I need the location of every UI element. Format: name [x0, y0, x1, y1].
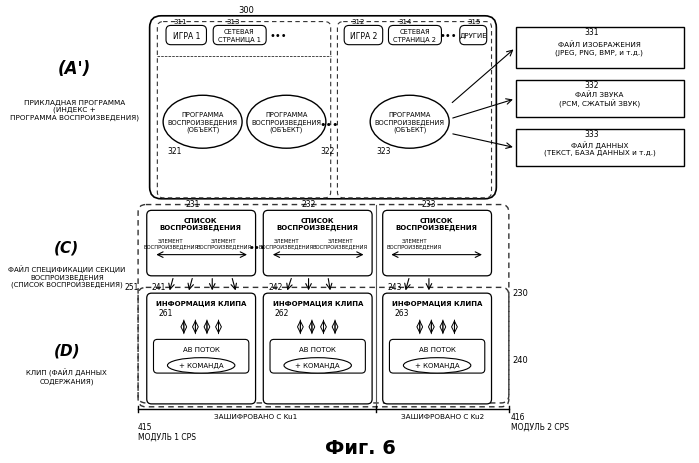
Text: 416: 416 — [511, 412, 525, 421]
Bar — [516, 81, 684, 118]
FancyBboxPatch shape — [213, 26, 266, 45]
Text: Фиг. 6: Фиг. 6 — [325, 438, 396, 457]
FancyBboxPatch shape — [389, 26, 442, 45]
Text: ИНФОРМАЦИЯ КЛИПА: ИНФОРМАЦИЯ КЛИПА — [273, 300, 363, 306]
Text: 300: 300 — [238, 6, 254, 15]
FancyBboxPatch shape — [264, 211, 372, 276]
Text: МОДУЛЬ 1 CPS: МОДУЛЬ 1 CPS — [138, 431, 196, 440]
Text: •••: ••• — [270, 31, 287, 41]
Text: СПИСОК
ВОСПРОИЗВЕДЕНИЯ: СПИСОК ВОСПРОИЗВЕДЕНИЯ — [276, 218, 358, 231]
Text: 241: 241 — [152, 282, 166, 292]
Text: 322: 322 — [320, 147, 335, 156]
FancyBboxPatch shape — [382, 294, 491, 404]
FancyBboxPatch shape — [460, 26, 487, 45]
Text: СПИСОК
ВОСПРОИЗВЕДЕНИЯ: СПИСОК ВОСПРОИЗВЕДЕНИЯ — [396, 218, 477, 231]
FancyBboxPatch shape — [150, 17, 496, 200]
Text: + КОМАНДА: + КОМАНДА — [179, 363, 224, 369]
Text: ИГРА 2: ИГРА 2 — [350, 31, 377, 40]
Text: •••: ••• — [440, 31, 457, 41]
Ellipse shape — [403, 358, 471, 373]
Text: АВ ПОТОК: АВ ПОТОК — [182, 346, 219, 352]
Text: ЗАШИФРОВАНО С Ku1: ЗАШИФРОВАНО С Ku1 — [214, 413, 297, 419]
Text: 263: 263 — [394, 308, 409, 317]
FancyBboxPatch shape — [264, 294, 372, 404]
Text: + КОМАНДА: + КОМАНДА — [296, 363, 340, 369]
Text: ИНФОРМАЦИЯ КЛИПА: ИНФОРМАЦИЯ КЛИПА — [392, 300, 482, 306]
Text: 232: 232 — [301, 200, 316, 209]
Text: 321: 321 — [167, 147, 181, 156]
Text: 311: 311 — [174, 19, 187, 25]
Text: ИГРА 1: ИГРА 1 — [173, 31, 200, 40]
Text: МОДУЛЬ 2 CPS: МОДУЛЬ 2 CPS — [511, 422, 569, 431]
FancyBboxPatch shape — [147, 211, 256, 276]
Text: 415: 415 — [138, 422, 152, 431]
Bar — [516, 130, 684, 167]
FancyBboxPatch shape — [154, 340, 249, 373]
Text: ФАЙЛ СПЕЦИФИКАЦИИ СЕКЦИИ
ВОСПРОИЗВЕДЕНИЯ
(СПИСОК ВОСПРОИЗВЕДЕНИЯ): ФАЙЛ СПЕЦИФИКАЦИИ СЕКЦИИ ВОСПРОИЗВЕДЕНИЯ… — [8, 265, 126, 288]
Text: 315: 315 — [468, 19, 481, 25]
Text: 242: 242 — [268, 282, 282, 292]
Text: (C): (C) — [55, 240, 80, 255]
Ellipse shape — [163, 96, 242, 149]
Text: 251: 251 — [124, 282, 139, 292]
FancyBboxPatch shape — [382, 211, 491, 276]
Text: СЕТЕВАЯ
СТРАНИЦА 1: СЕТЕВАЯ СТРАНИЦА 1 — [218, 30, 261, 43]
Text: АВ ПОТОК: АВ ПОТОК — [419, 346, 456, 352]
Text: (A'): (A') — [58, 60, 91, 78]
Text: 332: 332 — [585, 81, 599, 90]
FancyBboxPatch shape — [166, 26, 206, 45]
Text: 313: 313 — [226, 19, 240, 25]
Text: + КОМАНДА: + КОМАНДА — [415, 363, 459, 369]
Text: ПРОГРАММА
ВОСПРОИЗВЕДЕНИЯ
(ОБЪЕКТ): ПРОГРАММА ВОСПРОИЗВЕДЕНИЯ (ОБЪЕКТ) — [168, 112, 238, 133]
Text: ЭЛЕМЕНТ
ВОСПРОИЗВЕДЕНИЯ: ЭЛЕМЕНТ ВОСПРОИЗВЕДЕНИЯ — [259, 238, 314, 249]
Text: ИНФОРМАЦИЯ КЛИПА: ИНФОРМАЦИЯ КЛИПА — [156, 300, 246, 306]
Text: ФАЙЛ ЗВУКА
(PCM, СЖАТЫЙ ЗВУК): ФАЙЛ ЗВУКА (PCM, СЖАТЫЙ ЗВУК) — [559, 91, 640, 107]
FancyBboxPatch shape — [344, 26, 382, 45]
Text: 314: 314 — [398, 19, 412, 25]
Text: 333: 333 — [585, 130, 599, 139]
FancyBboxPatch shape — [147, 294, 256, 404]
Text: КЛИП (ФАЙЛ ДАННЫХ
СОДЕРЖАНИЯ): КЛИП (ФАЙЛ ДАННЫХ СОДЕРЖАНИЯ) — [27, 369, 107, 384]
Text: •••: ••• — [319, 119, 338, 129]
FancyBboxPatch shape — [389, 340, 485, 373]
Text: (D): (D) — [54, 343, 80, 358]
Text: ЭЛЕМЕНТ
ВОСПРОИЗВЕДЕНИЯ: ЭЛЕМЕНТ ВОСПРОИЗВЕДЕНИЯ — [196, 238, 252, 249]
Text: ФАЙЛ ДАННЫХ
(ТЕКСТ, БАЗА ДАННЫХ и т.д.): ФАЙЛ ДАННЫХ (ТЕКСТ, БАЗА ДАННЫХ и т.д.) — [544, 141, 655, 156]
Text: 240: 240 — [512, 355, 528, 364]
Text: ПРИКЛАДНАЯ ПРОГРАММА
(ИНДЕКС +
ПРОГРАММА ВОСПРОИЗВЕДЕНИЯ): ПРИКЛАДНАЯ ПРОГРАММА (ИНДЕКС + ПРОГРАММА… — [10, 100, 139, 120]
Ellipse shape — [168, 358, 235, 373]
Text: 233: 233 — [421, 200, 436, 209]
Ellipse shape — [247, 96, 326, 149]
Text: 230: 230 — [512, 288, 528, 297]
Text: АВ ПОТОК: АВ ПОТОК — [299, 346, 336, 352]
Text: 231: 231 — [186, 200, 200, 209]
Text: 312: 312 — [352, 19, 366, 25]
Text: ФАЙЛ ИЗОБРАЖЕНИЯ
(JPEG, PNG, BMP, и т.д.): ФАЙЛ ИЗОБРАЖЕНИЯ (JPEG, PNG, BMP, и т.д.… — [556, 41, 643, 56]
Text: 243: 243 — [387, 282, 402, 292]
Text: 261: 261 — [158, 308, 173, 317]
Text: 331: 331 — [585, 28, 599, 38]
Text: СЕТЕВАЯ
СТРАНИЦА 2: СЕТЕВАЯ СТРАНИЦА 2 — [393, 30, 436, 43]
FancyBboxPatch shape — [270, 340, 366, 373]
Text: ПРОГРАММА
ВОСПРОИЗВЕДЕНИЯ
(ОБЪЕКТ): ПРОГРАММА ВОСПРОИЗВЕДЕНИЯ (ОБЪЕКТ) — [375, 112, 445, 133]
Text: •••: ••• — [249, 243, 266, 252]
Text: ЭЛЕМЕНТ
ВОСПРОИЗВЕДЕНИЯ: ЭЛЕМЕНТ ВОСПРОИЗВЕДЕНИЯ — [143, 238, 199, 249]
Text: СПИСОК
ВОСПРОИЗВЕДЕНИЯ: СПИСОК ВОСПРОИЗВЕДЕНИЯ — [160, 218, 242, 231]
Text: ЭЛЕМЕНТ
ВОСПРОИЗВЕДЕНИЯ: ЭЛЕМЕНТ ВОСПРОИЗВЕДЕНИЯ — [312, 238, 368, 249]
Text: ЗАШИФРОВАНО С Ku2: ЗАШИФРОВАНО С Ku2 — [401, 413, 484, 419]
Bar — [516, 28, 684, 69]
Text: 323: 323 — [376, 147, 391, 156]
Text: ПРОГРАММА
ВОСПРОИЗВЕДЕНИЯ
(ОБЪЕКТ): ПРОГРАММА ВОСПРОИЗВЕДЕНИЯ (ОБЪЕКТ) — [252, 112, 322, 133]
Text: ЭЛЕМЕНТ
ВОСПРОИЗВЕДЕНИЯ: ЭЛЕМЕНТ ВОСПРОИЗВЕДЕНИЯ — [387, 238, 442, 249]
Ellipse shape — [370, 96, 449, 149]
Ellipse shape — [284, 358, 352, 373]
Text: ДРУГИЕ: ДРУГИЕ — [459, 33, 487, 39]
Text: 262: 262 — [275, 308, 289, 317]
